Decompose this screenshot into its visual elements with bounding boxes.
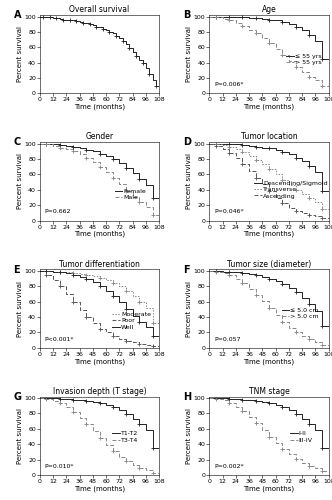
Y-axis label: Percent survival: Percent survival [187, 408, 193, 464]
Legend: ≤ 55 yrs, > 55 yrs: ≤ 55 yrs, > 55 yrs [287, 54, 322, 65]
Text: C: C [14, 138, 21, 147]
Legend: I-II, III-IV: I-II, III-IV [290, 431, 313, 442]
Title: Tumor differentiation: Tumor differentiation [59, 260, 140, 268]
Title: Overall survival: Overall survival [69, 5, 129, 14]
Text: P=0.002*: P=0.002* [214, 464, 244, 468]
Text: H: H [183, 392, 191, 402]
Text: E: E [14, 264, 20, 274]
X-axis label: Time (months): Time (months) [74, 358, 125, 364]
X-axis label: Time (months): Time (months) [243, 231, 294, 237]
Legend: T1-T2, T3-T4: T1-T2, T3-T4 [112, 431, 138, 442]
Text: D: D [183, 138, 191, 147]
Text: P=0.662: P=0.662 [44, 210, 71, 214]
Title: Tumor size (diameter): Tumor size (diameter) [227, 260, 311, 268]
Title: Gender: Gender [85, 132, 114, 141]
Y-axis label: Percent survival: Percent survival [187, 154, 193, 210]
Y-axis label: Percent survival: Percent survival [17, 26, 23, 82]
Title: Age: Age [262, 5, 276, 14]
Y-axis label: Percent survival: Percent survival [187, 280, 193, 336]
Title: Invasion depth (T stage): Invasion depth (T stage) [53, 386, 146, 396]
Y-axis label: Percent survival: Percent survival [17, 154, 23, 210]
Text: G: G [14, 392, 22, 402]
X-axis label: Time (months): Time (months) [74, 486, 125, 492]
Text: P<0.001*: P<0.001* [44, 336, 74, 342]
X-axis label: Time (months): Time (months) [74, 231, 125, 237]
Text: F: F [183, 264, 190, 274]
Y-axis label: Percent survival: Percent survival [187, 26, 193, 82]
X-axis label: Time (months): Time (months) [74, 104, 125, 110]
Legend: Female, Male: Female, Male [115, 188, 146, 200]
Title: TNM stage: TNM stage [249, 386, 290, 396]
Title: Tumor location: Tumor location [241, 132, 297, 141]
Text: P=0.010*: P=0.010* [44, 464, 74, 468]
X-axis label: Time (months): Time (months) [243, 358, 294, 364]
Text: P=0.057: P=0.057 [214, 336, 241, 342]
Legend: ≤ 5.0 cm, > 5.0 cm: ≤ 5.0 cm, > 5.0 cm [282, 308, 319, 320]
Legend: Moderate, Poor, Well: Moderate, Poor, Well [112, 312, 151, 330]
X-axis label: Time (months): Time (months) [243, 486, 294, 492]
X-axis label: Time (months): Time (months) [243, 104, 294, 110]
Text: A: A [14, 10, 21, 20]
Text: P=0.046*: P=0.046* [214, 210, 244, 214]
Y-axis label: Percent survival: Percent survival [17, 408, 23, 464]
Text: B: B [183, 10, 191, 20]
Text: P=0.006*: P=0.006* [214, 82, 244, 87]
Legend: Descending/Sigmoid, Transverse, Ascending: Descending/Sigmoid, Transverse, Ascendin… [254, 180, 328, 198]
Y-axis label: Percent survival: Percent survival [17, 280, 23, 336]
